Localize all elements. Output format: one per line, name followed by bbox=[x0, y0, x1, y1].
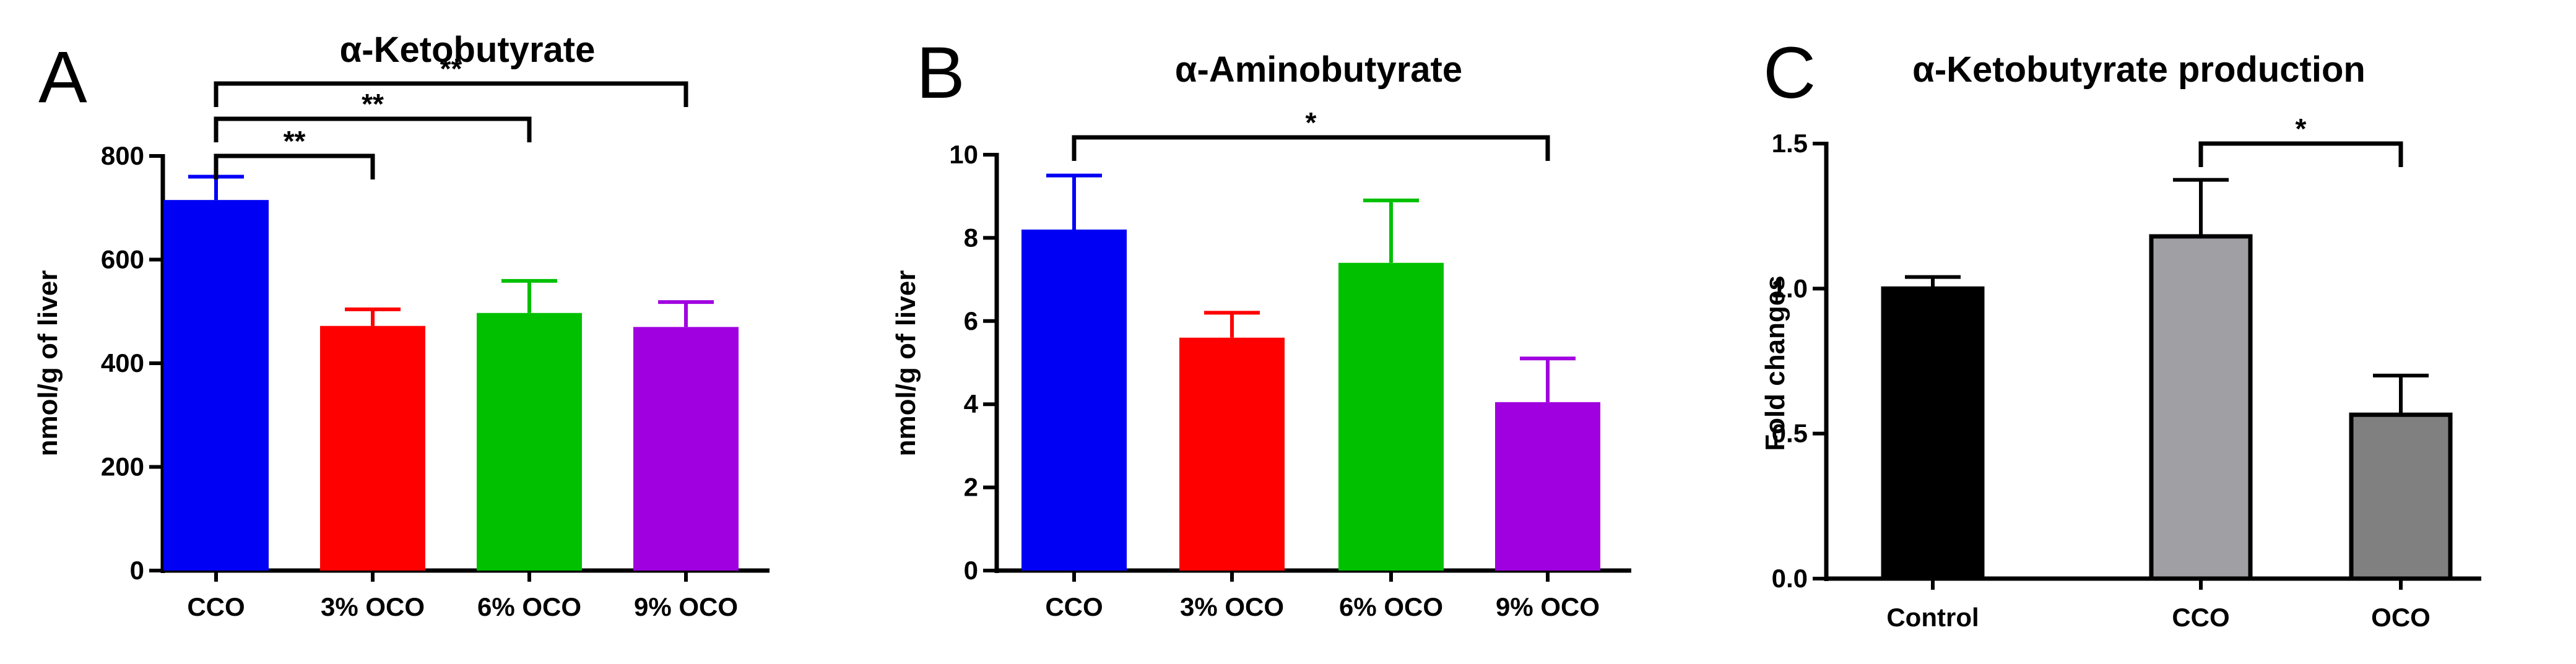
significance-label: * bbox=[1306, 106, 1317, 139]
x-tick-label: OCO bbox=[2371, 603, 2431, 632]
x-tick-label: CCO bbox=[1045, 592, 1103, 621]
bar bbox=[320, 326, 425, 571]
bar bbox=[1179, 337, 1285, 571]
significance-label: ** bbox=[362, 88, 384, 120]
y-tick-label: 10 bbox=[949, 140, 978, 169]
y-tick-label: 0.5 bbox=[1772, 419, 1808, 448]
y-tick-label: 0.0 bbox=[1772, 564, 1808, 593]
bar bbox=[2349, 412, 2453, 581]
y-axis-label: Fold changes bbox=[1760, 275, 1790, 451]
bar bbox=[1338, 262, 1444, 571]
panel-letter: A bbox=[38, 37, 87, 118]
chart-title: α-Ketobutyrate production bbox=[1912, 50, 2366, 90]
y-axis-label: nmol/g of liver bbox=[891, 270, 921, 457]
y-tick-label: 8 bbox=[964, 223, 978, 252]
significance-label: ** bbox=[284, 125, 306, 157]
chart-title: α-Aminobutyrate bbox=[1175, 50, 1462, 90]
bar bbox=[633, 327, 739, 571]
y-tick-label: 0 bbox=[964, 556, 978, 585]
significance-label: * bbox=[2296, 113, 2307, 145]
x-tick-label: CCO bbox=[187, 592, 245, 621]
y-axis-label: nmol/g of liver bbox=[33, 270, 63, 457]
y-tick-label: 1.0 bbox=[1772, 274, 1808, 303]
x-tick-label: 9% OCO bbox=[634, 592, 738, 621]
bar bbox=[2149, 234, 2253, 581]
y-tick-label: 800 bbox=[101, 141, 144, 170]
y-tick-label: 1.5 bbox=[1772, 129, 1808, 158]
x-tick-label: 3% OCO bbox=[1180, 592, 1284, 621]
significance-bracket bbox=[214, 81, 688, 107]
panel-letter: B bbox=[916, 32, 965, 114]
x-tick-label: CCO bbox=[2172, 603, 2229, 632]
y-tick-label: 2 bbox=[964, 473, 978, 502]
y-tick-label: 6 bbox=[964, 306, 978, 335]
bar bbox=[477, 313, 582, 571]
y-tick-label: 600 bbox=[101, 245, 144, 274]
y-tick-label: 0 bbox=[130, 556, 144, 585]
x-tick-label: Control bbox=[1886, 603, 1979, 632]
bar bbox=[1495, 402, 1600, 571]
x-tick-label: 6% OCO bbox=[1339, 592, 1443, 621]
panel-letter: C bbox=[1763, 32, 1816, 114]
y-tick-label: 200 bbox=[101, 452, 144, 481]
x-tick-label: 3% OCO bbox=[321, 592, 425, 621]
x-tick-label: 9% OCO bbox=[1496, 592, 1600, 621]
bar bbox=[163, 200, 269, 571]
significance-bracket bbox=[214, 153, 375, 179]
significance-bracket bbox=[214, 116, 532, 142]
bar bbox=[1881, 286, 1985, 581]
x-tick-label: 6% OCO bbox=[477, 592, 581, 621]
y-tick-label: 400 bbox=[101, 348, 144, 377]
significance-label: ** bbox=[440, 53, 462, 85]
significance-bracket bbox=[2198, 141, 2403, 167]
bar bbox=[1021, 229, 1127, 571]
significance-bracket bbox=[1072, 135, 1550, 161]
chart-title: α-Ketobutyrate bbox=[340, 30, 596, 70]
y-tick-label: 4 bbox=[964, 389, 979, 418]
